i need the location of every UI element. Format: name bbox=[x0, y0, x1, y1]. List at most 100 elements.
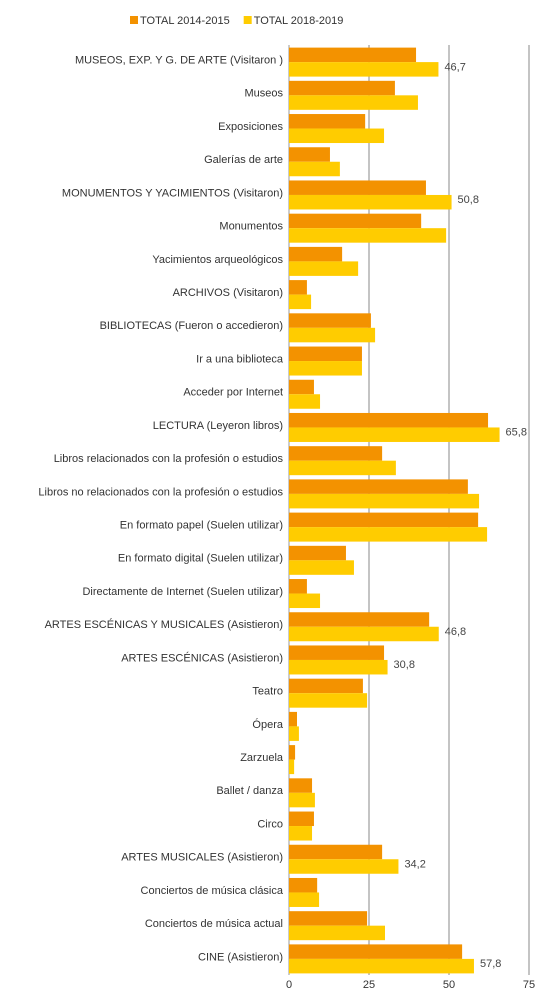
bar bbox=[289, 228, 447, 243]
value-label: 34,2 bbox=[404, 858, 425, 870]
value-label: 65,8 bbox=[506, 427, 527, 439]
value-label: 30,8 bbox=[394, 659, 415, 671]
bar bbox=[289, 726, 299, 741]
y-tick-label: Museos bbox=[244, 88, 283, 100]
bar bbox=[289, 47, 417, 63]
bar bbox=[289, 180, 426, 195]
y-tick-label: MONUMENTOS Y YACIMIENTOS (Visitaron) bbox=[62, 187, 283, 199]
bar bbox=[289, 313, 371, 328]
bar bbox=[289, 294, 312, 310]
legend-swatch bbox=[130, 16, 138, 24]
bar bbox=[289, 128, 385, 144]
bar bbox=[289, 925, 385, 941]
bar bbox=[289, 778, 313, 793]
y-tick-label: Teatro bbox=[252, 686, 283, 698]
bar bbox=[289, 246, 343, 262]
y-tick-label: Exposiciones bbox=[218, 121, 283, 133]
bar bbox=[289, 194, 452, 210]
bar bbox=[289, 261, 359, 276]
bar bbox=[289, 911, 368, 926]
y-tick-label: Monumentos bbox=[219, 221, 283, 233]
bar bbox=[289, 877, 318, 893]
bar bbox=[289, 844, 383, 860]
bar bbox=[289, 645, 385, 660]
value-label: 46,7 bbox=[444, 61, 465, 73]
y-tick-label: Ballet / danza bbox=[216, 785, 284, 797]
bar bbox=[289, 379, 314, 395]
y-tick-label: Acceder por Internet bbox=[183, 387, 283, 399]
bar bbox=[289, 412, 489, 428]
y-tick-label: Ópera bbox=[252, 718, 283, 731]
y-tick-label: CINE (Asistieron) bbox=[198, 951, 283, 963]
bar bbox=[289, 579, 307, 594]
bar bbox=[289, 427, 500, 442]
bar bbox=[289, 346, 362, 362]
bar bbox=[289, 944, 463, 959]
bar bbox=[289, 826, 313, 841]
y-tick-label: Conciertos de música actual bbox=[145, 918, 283, 930]
bar bbox=[289, 711, 297, 727]
value-label: 50,8 bbox=[458, 194, 479, 206]
value-label: 46,8 bbox=[445, 626, 466, 638]
bar bbox=[289, 612, 430, 627]
bar bbox=[289, 859, 399, 874]
bar bbox=[289, 958, 474, 974]
bar bbox=[289, 745, 296, 760]
x-tick-label: 75 bbox=[523, 979, 535, 991]
bar bbox=[289, 460, 396, 476]
bar bbox=[289, 626, 439, 642]
y-tick-label: Circo bbox=[257, 818, 283, 830]
bar bbox=[289, 493, 480, 509]
bar bbox=[289, 545, 346, 561]
bar bbox=[289, 62, 439, 77]
y-tick-label: ARTES ESCÉNICAS Y MUSICALES (Asistieron) bbox=[45, 618, 283, 631]
bar bbox=[289, 280, 307, 295]
bar bbox=[289, 114, 366, 129]
value-label: 57,8 bbox=[480, 958, 501, 970]
bar bbox=[289, 361, 362, 376]
legend-label: TOTAL 2014-2015 bbox=[140, 15, 230, 27]
y-tick-label: LECTURA (Leyeron libros) bbox=[153, 420, 283, 432]
bar bbox=[289, 792, 315, 808]
bar bbox=[289, 527, 488, 542]
bar bbox=[289, 161, 340, 177]
x-tick-label: 25 bbox=[363, 979, 375, 991]
bar bbox=[289, 678, 363, 694]
y-tick-label: ARTES ESCÉNICAS (Asistieron) bbox=[121, 651, 283, 664]
bar bbox=[289, 147, 330, 162]
legend-label: TOTAL 2018-2019 bbox=[254, 15, 344, 27]
bar bbox=[289, 512, 479, 528]
y-tick-label: Conciertos de música clásica bbox=[141, 885, 284, 897]
bar bbox=[289, 693, 368, 708]
bar bbox=[289, 479, 468, 494]
y-tick-label: Libros no relacionados con la profesión … bbox=[38, 486, 283, 498]
bar bbox=[289, 659, 388, 675]
y-tick-label: Libros relacionados con la profesión o e… bbox=[54, 453, 284, 465]
legend-swatch bbox=[243, 16, 252, 24]
bar bbox=[289, 394, 321, 409]
y-tick-label: Yacimientos arqueológicos bbox=[152, 254, 283, 266]
bar bbox=[289, 593, 321, 609]
bar bbox=[289, 80, 395, 96]
bar bbox=[289, 95, 418, 110]
bar bbox=[289, 892, 320, 907]
bar bbox=[289, 213, 422, 229]
y-tick-label: Galerías de arte bbox=[204, 154, 283, 166]
y-tick-label: Ir a una biblioteca bbox=[196, 353, 284, 365]
y-tick-label: ARCHIVOS (Visitaron) bbox=[173, 287, 283, 299]
x-tick-label: 50 bbox=[443, 979, 455, 991]
y-tick-label: Zarzuela bbox=[240, 752, 284, 764]
bar bbox=[289, 759, 295, 775]
bar bbox=[289, 811, 314, 827]
y-tick-label: En formato digital (Suelen utilizar) bbox=[118, 553, 283, 565]
y-tick-label: ARTES MUSICALES (Asistieron) bbox=[121, 852, 283, 864]
bar bbox=[289, 560, 354, 575]
bar bbox=[289, 446, 383, 461]
y-tick-label: BIBLIOTECAS (Fueron o accedieron) bbox=[100, 320, 283, 332]
y-tick-label: Directamente de Internet (Suelen utiliza… bbox=[82, 586, 283, 598]
y-tick-label: En formato papel (Suelen utilizar) bbox=[120, 520, 283, 532]
x-tick-label: 0 bbox=[286, 979, 292, 991]
bar bbox=[289, 327, 376, 343]
y-tick-label: MUSEOS, EXP. Y G. DE ARTE (Visitaron ) bbox=[75, 55, 283, 67]
